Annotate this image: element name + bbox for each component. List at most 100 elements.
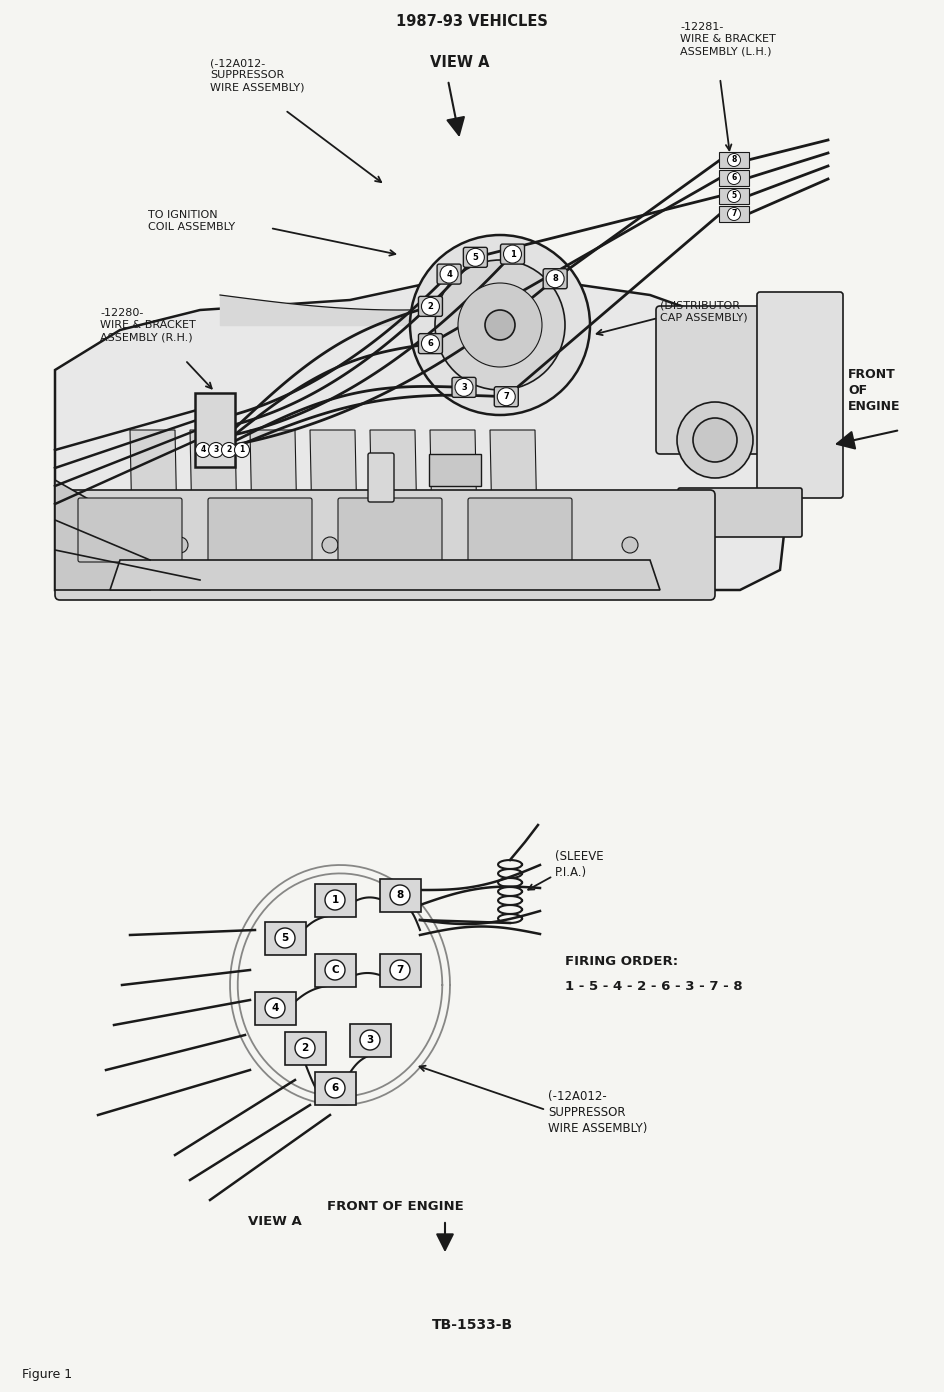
Circle shape (390, 960, 410, 980)
FancyBboxPatch shape (464, 248, 487, 267)
Circle shape (728, 171, 740, 185)
Circle shape (552, 537, 568, 553)
Circle shape (435, 260, 565, 390)
Polygon shape (55, 480, 150, 590)
Text: 7: 7 (503, 393, 509, 401)
FancyBboxPatch shape (656, 306, 774, 454)
Text: 8: 8 (552, 274, 558, 283)
FancyBboxPatch shape (418, 296, 443, 316)
Circle shape (195, 443, 211, 458)
Text: TB-1533-B: TB-1533-B (431, 1318, 513, 1332)
Circle shape (440, 264, 458, 283)
Text: 4: 4 (200, 445, 206, 455)
FancyBboxPatch shape (500, 244, 525, 264)
Circle shape (728, 207, 740, 220)
Circle shape (222, 443, 237, 458)
Circle shape (421, 334, 440, 352)
Text: 6: 6 (732, 174, 736, 182)
Text: 1: 1 (331, 895, 339, 905)
FancyBboxPatch shape (719, 170, 749, 187)
FancyBboxPatch shape (678, 489, 802, 537)
Circle shape (275, 928, 295, 948)
Text: -12281-
WIRE & BRACKET
ASSEMBLY (L.H.): -12281- WIRE & BRACKET ASSEMBLY (L.H.) (680, 22, 776, 57)
FancyBboxPatch shape (418, 334, 443, 354)
Circle shape (360, 1030, 380, 1050)
Text: VIEW A: VIEW A (248, 1215, 302, 1228)
Circle shape (728, 153, 740, 167)
Circle shape (402, 537, 418, 553)
FancyBboxPatch shape (55, 490, 715, 600)
Circle shape (693, 418, 737, 462)
Polygon shape (190, 430, 238, 575)
Circle shape (677, 402, 753, 477)
FancyBboxPatch shape (314, 954, 356, 987)
FancyBboxPatch shape (314, 1072, 356, 1104)
Polygon shape (110, 560, 660, 590)
Text: 6: 6 (428, 340, 433, 348)
Circle shape (728, 189, 740, 202)
Text: 5: 5 (281, 933, 289, 942)
Circle shape (497, 388, 515, 405)
Text: 2: 2 (301, 1043, 309, 1052)
Circle shape (410, 235, 590, 415)
Text: (-12A012-
SUPPRESSOR
WIRE ASSEMBLY): (-12A012- SUPPRESSOR WIRE ASSEMBLY) (210, 58, 305, 93)
Text: 5: 5 (472, 253, 479, 262)
Text: 8: 8 (396, 889, 404, 901)
Circle shape (242, 537, 258, 553)
Circle shape (325, 1077, 345, 1098)
Polygon shape (490, 430, 538, 575)
FancyBboxPatch shape (368, 452, 394, 503)
FancyBboxPatch shape (543, 269, 567, 288)
Text: 5: 5 (732, 192, 736, 200)
Text: Figure 1: Figure 1 (22, 1368, 72, 1381)
Text: (DISTRIBUTOR
CAP ASSEMBLY): (DISTRIBUTOR CAP ASSEMBLY) (660, 301, 748, 323)
Text: 1987-93 VEHICLES: 1987-93 VEHICLES (396, 14, 548, 29)
Circle shape (265, 998, 285, 1018)
Text: 2: 2 (227, 445, 231, 455)
Circle shape (234, 443, 249, 458)
Text: 4: 4 (271, 1004, 278, 1013)
FancyBboxPatch shape (349, 1023, 391, 1057)
Text: 3: 3 (461, 383, 467, 393)
Circle shape (322, 537, 338, 553)
Text: (SLEEVE
P.I.A.): (SLEEVE P.I.A.) (555, 851, 603, 878)
Text: 4: 4 (447, 270, 452, 278)
FancyBboxPatch shape (719, 188, 749, 205)
Text: 1: 1 (240, 445, 244, 455)
Polygon shape (310, 430, 358, 575)
Circle shape (209, 443, 224, 458)
Polygon shape (250, 430, 298, 575)
Text: 6: 6 (331, 1083, 339, 1093)
Text: C: C (331, 965, 339, 974)
Circle shape (547, 270, 565, 288)
Circle shape (421, 298, 440, 316)
Circle shape (458, 283, 542, 367)
FancyBboxPatch shape (719, 152, 749, 168)
Circle shape (622, 537, 638, 553)
Text: 3: 3 (366, 1036, 374, 1045)
FancyBboxPatch shape (78, 498, 182, 562)
Text: (-12A012-
SUPPRESSOR
WIRE ASSEMBLY): (-12A012- SUPPRESSOR WIRE ASSEMBLY) (548, 1090, 648, 1134)
FancyBboxPatch shape (264, 922, 306, 955)
FancyBboxPatch shape (314, 884, 356, 916)
FancyBboxPatch shape (757, 292, 843, 498)
Text: 2: 2 (428, 302, 433, 310)
FancyBboxPatch shape (379, 878, 420, 912)
Circle shape (482, 537, 498, 553)
Circle shape (485, 310, 515, 340)
Circle shape (325, 960, 345, 980)
FancyBboxPatch shape (195, 393, 235, 466)
FancyBboxPatch shape (338, 498, 442, 562)
Circle shape (503, 245, 521, 263)
FancyBboxPatch shape (255, 991, 295, 1025)
Circle shape (455, 379, 473, 397)
Text: FIRING ORDER:: FIRING ORDER: (565, 955, 678, 967)
Text: 3: 3 (213, 445, 219, 455)
Polygon shape (430, 430, 478, 575)
Circle shape (172, 537, 188, 553)
Text: FRONT OF ENGINE: FRONT OF ENGINE (327, 1200, 464, 1212)
FancyBboxPatch shape (284, 1031, 326, 1065)
Text: -12280-
WIRE & BRACKET
ASSEMBLY (R.H.): -12280- WIRE & BRACKET ASSEMBLY (R.H.) (100, 308, 195, 342)
Polygon shape (370, 430, 418, 575)
FancyBboxPatch shape (429, 454, 481, 486)
